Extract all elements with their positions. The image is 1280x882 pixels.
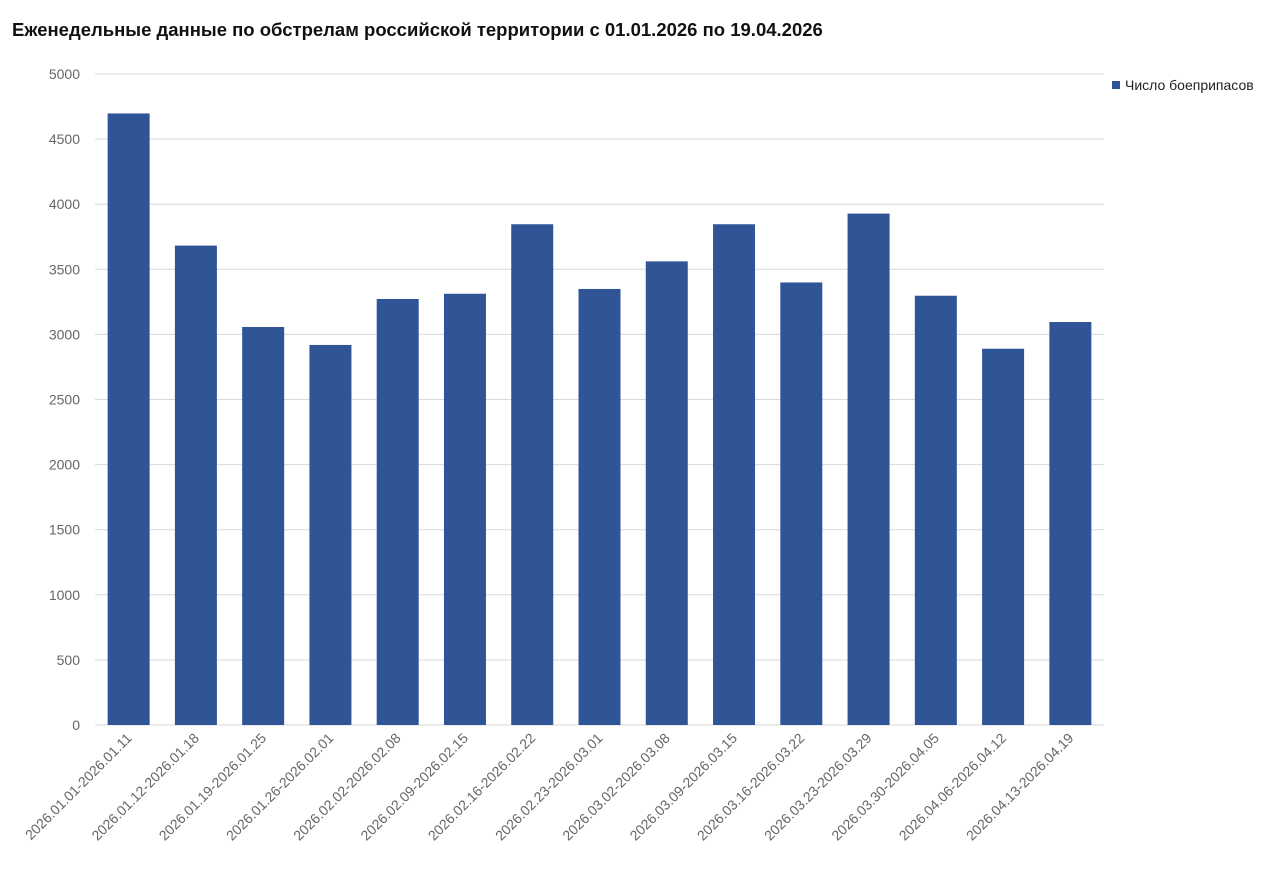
bar [107, 113, 150, 725]
y-tick-label: 3000 [49, 326, 80, 342]
chart-title: Еженедельные данные по обстрелам российс… [12, 19, 823, 40]
y-tick-label: 1500 [49, 522, 80, 538]
y-tick-label: 2500 [49, 392, 80, 408]
bar [982, 348, 1025, 725]
bar [443, 293, 486, 725]
y-tick-label: 500 [57, 652, 81, 668]
bar [1049, 322, 1092, 725]
y-tick-label: 2000 [49, 457, 80, 473]
bar [914, 295, 957, 725]
bar [376, 298, 419, 725]
y-tick-label: 4500 [49, 131, 80, 147]
bar [174, 245, 217, 725]
bar [242, 326, 285, 725]
bar [309, 344, 352, 725]
bar [578, 288, 621, 725]
bar [847, 213, 890, 725]
x-tick-label: 2026.01.01-2026.01.11 [22, 730, 135, 843]
bar [713, 224, 756, 725]
bar [511, 224, 554, 725]
y-tick-label: 3500 [49, 261, 80, 277]
bar [780, 282, 823, 725]
legend-swatch [1112, 81, 1120, 89]
y-tick-label: 4000 [49, 196, 80, 212]
y-tick-label: 0 [72, 717, 80, 733]
legend-label: Число боеприпасов [1125, 77, 1254, 93]
bar [645, 261, 688, 725]
y-tick-label: 1000 [49, 587, 80, 603]
y-tick-label: 5000 [49, 66, 80, 82]
